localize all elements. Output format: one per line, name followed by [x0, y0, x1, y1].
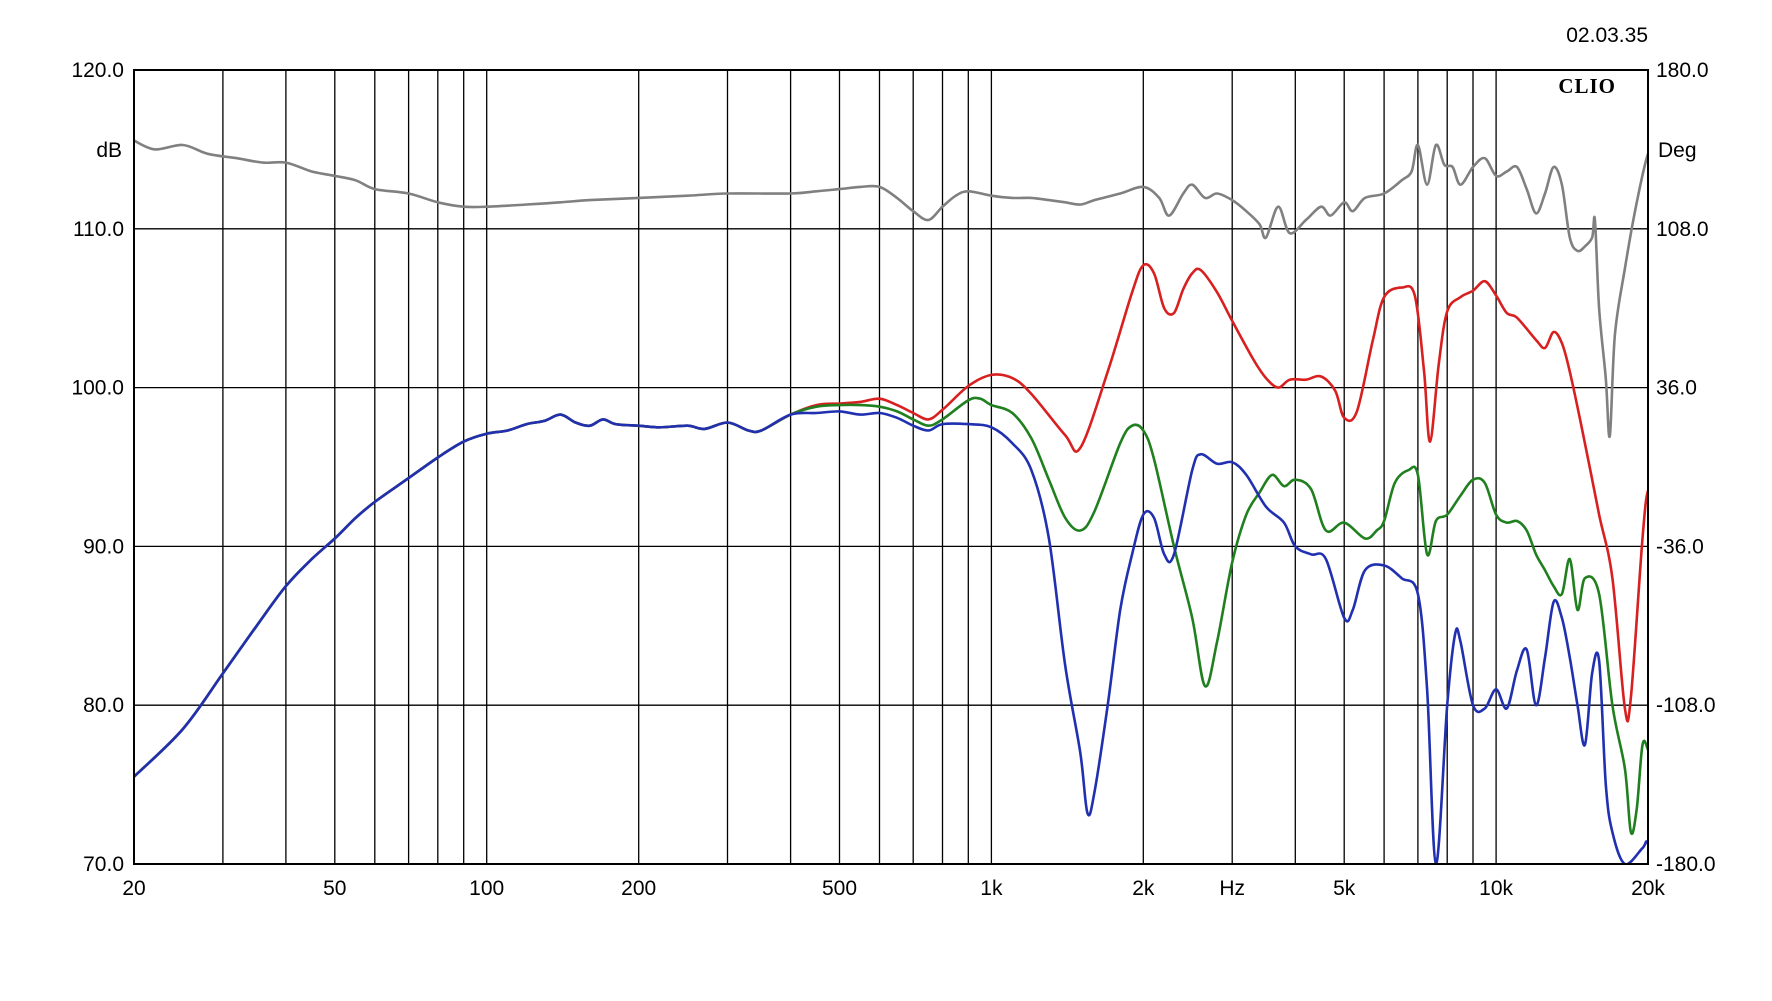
y-left-tick-label: 100.0	[71, 377, 124, 400]
x-tick-labels: 20 50 100 200 500 1k 2k 5k 10k 20k Hz	[122, 877, 1665, 900]
x-tick-label: 20k	[1631, 877, 1665, 900]
x-tick-label: 50	[323, 877, 346, 900]
x-axis-label: Hz	[1219, 877, 1245, 900]
x-tick-label: 500	[822, 877, 857, 900]
timestamp: 02.03.35	[1566, 24, 1648, 47]
x-tick-label: 1k	[980, 877, 1003, 900]
grid	[133, 69, 1649, 865]
y-left-tick-label: 110.0	[73, 218, 124, 241]
x-tick-label: 100	[469, 877, 504, 900]
y-right-tick-label: 36.0	[1656, 377, 1697, 400]
y-left-tick-label: 80.0	[83, 694, 124, 717]
x-tick-label: 200	[621, 877, 656, 900]
plot-frame	[133, 69, 1649, 865]
y-right-axis-label: Deg	[1658, 139, 1697, 162]
brand-logo: CLIO	[1558, 74, 1616, 98]
y-left-tick-label: 120.0	[71, 59, 124, 82]
y-left-tick-label: 70.0	[83, 853, 124, 876]
series-group	[134, 139, 1648, 864]
x-tick-label: 2k	[1132, 877, 1155, 900]
series-line-4	[134, 410, 1648, 864]
y-right-tick-label: -180.0	[1656, 853, 1716, 876]
y-left-axis-label: dB	[96, 139, 122, 162]
y-left-tick-label: 90.0	[83, 535, 124, 558]
y-right-tick-label: 180.0	[1656, 59, 1709, 82]
y-right-tick-label: -36.0	[1656, 535, 1704, 558]
y-right-tick-labels: 180.0 108.0 36.0 -36.0 -108.0 -180.0	[1656, 59, 1716, 876]
x-tick-label: 5k	[1333, 877, 1356, 900]
y-right-tick-label: 108.0	[1656, 218, 1709, 241]
x-tick-label: 10k	[1479, 877, 1513, 900]
series-line-1	[134, 139, 1648, 439]
y-left-tick-labels: 120.0 110.0 100.0 90.0 80.0 70.0	[71, 59, 124, 876]
x-tick-label: 20	[122, 877, 145, 900]
y-right-tick-label: -108.0	[1656, 694, 1716, 717]
